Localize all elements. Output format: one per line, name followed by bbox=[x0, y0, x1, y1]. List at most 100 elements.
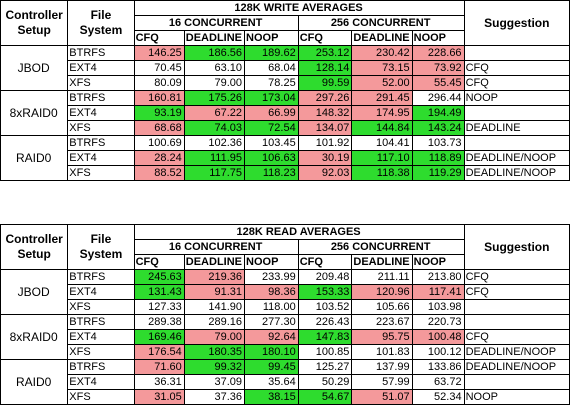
header-line: Controller bbox=[5, 8, 63, 22]
file-system-cell: EXT4 bbox=[67, 60, 135, 76]
value-cell: 147.83 bbox=[297, 329, 353, 345]
table-row: JBOD BTRFS 245.63 219.36 233.99 209.48 211.11 2… bbox=[0, 269, 570, 315]
controller-setup-header: Controller Setup bbox=[0, 0, 69, 46]
value-cell: 103.73 bbox=[411, 135, 465, 151]
scheduler-header: DEADLINE bbox=[183, 254, 246, 270]
value-cell: 52.00 bbox=[351, 75, 413, 91]
value-cell: 72.54 bbox=[244, 120, 299, 136]
value-cell: 70.45 bbox=[133, 60, 185, 76]
value-cell: 63.10 bbox=[183, 60, 246, 76]
table-row: 8xRAID0 BTRFS 160.81 175.26 173.04 297.26 291.… bbox=[0, 90, 570, 136]
scheduler-header: CFQ bbox=[133, 254, 185, 270]
header-line: File bbox=[90, 8, 112, 22]
value-cell: 92.64 bbox=[244, 329, 299, 345]
value-cell: 100.85 bbox=[297, 344, 353, 360]
file-system-cell: BTRFS bbox=[67, 45, 135, 61]
scheduler-header: NOOP bbox=[244, 30, 299, 46]
value-cell: 131.43 bbox=[133, 284, 185, 300]
value-cell: 100.48 bbox=[411, 329, 465, 345]
value-cell: 253.12 bbox=[297, 45, 353, 61]
value-cell: 169.46 bbox=[133, 329, 185, 345]
value-cell: 105.66 bbox=[351, 299, 413, 315]
value-cell: 118.23 bbox=[244, 165, 299, 181]
value-cell: 209.48 bbox=[297, 269, 353, 285]
controller-setup-cell: JBOD bbox=[0, 269, 69, 315]
file-system-cell: XFS bbox=[67, 299, 135, 315]
scheduler-header: DEADLINE bbox=[351, 254, 413, 270]
file-system-cell: XFS bbox=[67, 344, 135, 360]
suggestion-cell bbox=[463, 374, 570, 390]
value-cell: 79.00 bbox=[183, 75, 246, 91]
value-cell: 104.41 bbox=[351, 135, 413, 151]
read-averages-table: Controller Setup File System 128K READ AVERA… bbox=[0, 224, 570, 405]
table-row: EXT4 36.31 37.09 35.64 50.29 57.99 63.72 bbox=[1, 374, 570, 390]
group-256-header: 256 CONCURRENT bbox=[297, 239, 465, 255]
group-256-header: 256 CONCURRENT bbox=[297, 15, 465, 31]
scheduler-header: DEADLINE bbox=[351, 30, 413, 46]
value-cell: 144.84 bbox=[351, 120, 413, 136]
value-cell: 30.19 bbox=[297, 150, 353, 166]
value-cell: 31.05 bbox=[133, 389, 185, 405]
table-row: EXT4 93.19 67.22 66.99 148.32 174.95 194.49 bbox=[1, 105, 570, 121]
value-cell: 117.10 bbox=[351, 150, 413, 166]
value-cell: 118.89 bbox=[411, 150, 465, 166]
controller-setup-header: Controller Setup bbox=[0, 224, 69, 270]
write-averages-table: Controller Setup File System 128K WRITE AVER… bbox=[0, 0, 570, 181]
suggestion-cell bbox=[463, 299, 570, 315]
value-cell: 74.03 bbox=[183, 120, 246, 136]
value-cell: 289.16 bbox=[183, 314, 246, 330]
suggestion-cell bbox=[463, 135, 570, 151]
value-cell: 78.25 bbox=[244, 75, 299, 91]
suggestion-cell: DEADLINE bbox=[463, 120, 570, 136]
value-cell: 99.59 bbox=[297, 75, 353, 91]
suggestion-cell: CFQ bbox=[463, 75, 570, 91]
value-cell: 99.45 bbox=[244, 359, 299, 375]
file-system-cell: XFS bbox=[67, 165, 135, 181]
value-cell: 68.04 bbox=[244, 60, 299, 76]
value-cell: 296.44 bbox=[411, 90, 465, 106]
value-cell: 100.69 bbox=[133, 135, 185, 151]
suggestion-cell bbox=[463, 45, 570, 61]
scheduler-header: DEADLINE bbox=[183, 30, 246, 46]
value-cell: 297.26 bbox=[297, 90, 353, 106]
value-cell: 118.38 bbox=[351, 165, 413, 181]
value-cell: 180.10 bbox=[244, 344, 299, 360]
scheduler-header: NOOP bbox=[411, 30, 465, 46]
value-cell: 228.66 bbox=[411, 45, 465, 61]
table-row: RAID0 BTRFS 100.69 102.36 103.45 101.92 104.41… bbox=[0, 135, 570, 181]
value-cell: 28.24 bbox=[133, 150, 185, 166]
value-cell: 103.98 bbox=[411, 299, 465, 315]
suggestion-cell: DEADLINE/NOOP bbox=[463, 150, 570, 166]
value-cell: 117.41 bbox=[411, 284, 465, 300]
value-cell: 137.99 bbox=[351, 359, 413, 375]
value-cell: 57.99 bbox=[351, 374, 413, 390]
value-cell: 102.36 bbox=[183, 135, 246, 151]
value-cell: 245.63 bbox=[133, 269, 185, 285]
value-cell: 106.63 bbox=[244, 150, 299, 166]
table-row: 8xRAID0 BTRFS 289.38 289.16 277.30 226.43 223.… bbox=[0, 314, 570, 360]
suggestion-cell: DEADLINE/NOOP bbox=[463, 344, 570, 360]
value-cell: 128.14 bbox=[297, 60, 353, 76]
value-cell: 211.11 bbox=[351, 269, 413, 285]
value-cell: 134.07 bbox=[297, 120, 353, 136]
value-cell: 289.38 bbox=[133, 314, 185, 330]
title-row: Controller Setup File System 128K WRITE AVER… bbox=[0, 0, 570, 46]
value-cell: 219.36 bbox=[183, 269, 246, 285]
value-cell: 51.07 bbox=[351, 389, 413, 405]
value-cell: 127.33 bbox=[133, 299, 185, 315]
value-cell: 38.15 bbox=[244, 389, 299, 405]
value-cell: 143.24 bbox=[411, 120, 465, 136]
header-line: Setup bbox=[17, 23, 51, 37]
value-cell: 174.95 bbox=[351, 105, 413, 121]
value-cell: 36.31 bbox=[133, 374, 185, 390]
value-cell: 63.72 bbox=[411, 374, 465, 390]
value-cell: 160.81 bbox=[133, 90, 185, 106]
value-cell: 125.27 bbox=[297, 359, 353, 375]
value-cell: 176.54 bbox=[133, 344, 185, 360]
suggestion-cell: DEADLINE/NOOP bbox=[463, 359, 570, 375]
table-row: XFS 88.52 117.75 118.23 92.03 118.38 119.29 DEA… bbox=[1, 165, 570, 181]
file-system-cell: BTRFS bbox=[67, 90, 135, 106]
value-cell: 120.96 bbox=[351, 284, 413, 300]
value-cell: 233.99 bbox=[244, 269, 299, 285]
file-system-cell: EXT4 bbox=[67, 105, 135, 121]
